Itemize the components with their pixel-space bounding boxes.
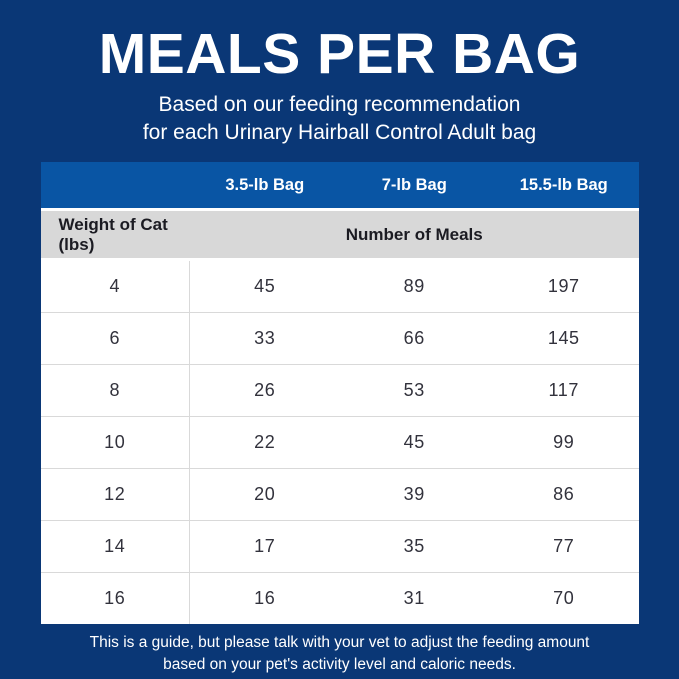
meals-cell: 35 <box>403 536 425 556</box>
table-row: 10 22 45 99 <box>40 416 639 468</box>
table-row: 14 17 35 77 <box>40 520 639 572</box>
header-separator <box>40 208 639 211</box>
weight-cell: 14 <box>41 521 190 572</box>
table-row: 6 33 66 145 <box>40 312 639 364</box>
meals-cell: 86 <box>553 484 575 504</box>
meals-cell: 53 <box>403 380 425 400</box>
table-row: 4 45 89 197 <box>40 261 639 312</box>
weight-cell: 10 <box>41 417 190 468</box>
meals-cell: 17 <box>254 536 276 556</box>
header-cell-3-5-lb-bag: 3.5-lb Bag <box>225 175 305 194</box>
meals-cell: 77 <box>553 536 575 556</box>
weight-of-cat-label: Weight of Cat (lbs) <box>58 214 168 254</box>
table-row: 8 26 53 117 <box>40 364 639 416</box>
meals-cell: 99 <box>553 432 575 452</box>
meals-cell: 66 <box>403 328 425 348</box>
footer-note: This is a guide, but please talk with yo… <box>90 632 590 676</box>
meals-cell: 20 <box>254 484 276 504</box>
table-body: 4 45 89 197 6 33 66 145 8 26 53 117 10 22 45 99 12 20 39 86… <box>40 261 639 624</box>
table-row: 16 16 31 70 <box>40 572 639 624</box>
footer-line-1: This is a guide, but please talk with yo… <box>89 634 590 651</box>
meals-table: 3.5-lb Bag 7-lb Bag 15.5-lb Bag Weight o… <box>40 162 639 624</box>
page-title: MEALS PER BAG <box>98 22 581 86</box>
weight-cell: 4 <box>41 261 190 312</box>
meals-cell: 70 <box>553 588 575 608</box>
number-of-meals-label: Number of Meals <box>345 224 483 244</box>
meals-cell: 197 <box>547 276 580 296</box>
subheader-separator <box>40 258 639 261</box>
meals-cell: 26 <box>254 380 276 400</box>
meals-cell: 45 <box>403 432 425 452</box>
header-cell-7-lb-bag: 7-lb Bag <box>381 175 447 194</box>
table-row: 12 20 39 86 <box>40 468 639 520</box>
meals-cell: 89 <box>403 276 425 296</box>
weight-cell: 12 <box>41 469 190 520</box>
weight-cell: 8 <box>41 365 190 416</box>
header-cell-15-5-lb-bag: 15.5-lb Bag <box>519 175 608 194</box>
table-header-row: 3.5-lb Bag 7-lb Bag 15.5-lb Bag <box>40 162 639 208</box>
weight-cell: 6 <box>41 313 190 364</box>
weight-cell: 16 <box>41 573 190 624</box>
meals-cell: 22 <box>254 432 276 452</box>
meals-cell: 117 <box>548 380 579 400</box>
subtitle-line-2: for each Urinary Hairball Control Adult … <box>142 120 537 144</box>
page-subtitle: Based on our feeding recommendation for … <box>143 91 536 146</box>
meals-cell: 45 <box>254 276 276 296</box>
meals-cell: 16 <box>254 588 276 608</box>
footer-line-2: based on your pet's activity level and c… <box>163 656 516 673</box>
subtitle-line-1: Based on our feeding recommendation <box>158 93 521 116</box>
table-subheader-row: Weight of Cat (lbs) Number of Meals <box>40 211 639 258</box>
meals-cell: 33 <box>254 328 276 348</box>
meals-cell: 145 <box>547 328 580 348</box>
meals-cell: 31 <box>403 588 425 608</box>
meals-cell: 39 <box>403 484 425 504</box>
